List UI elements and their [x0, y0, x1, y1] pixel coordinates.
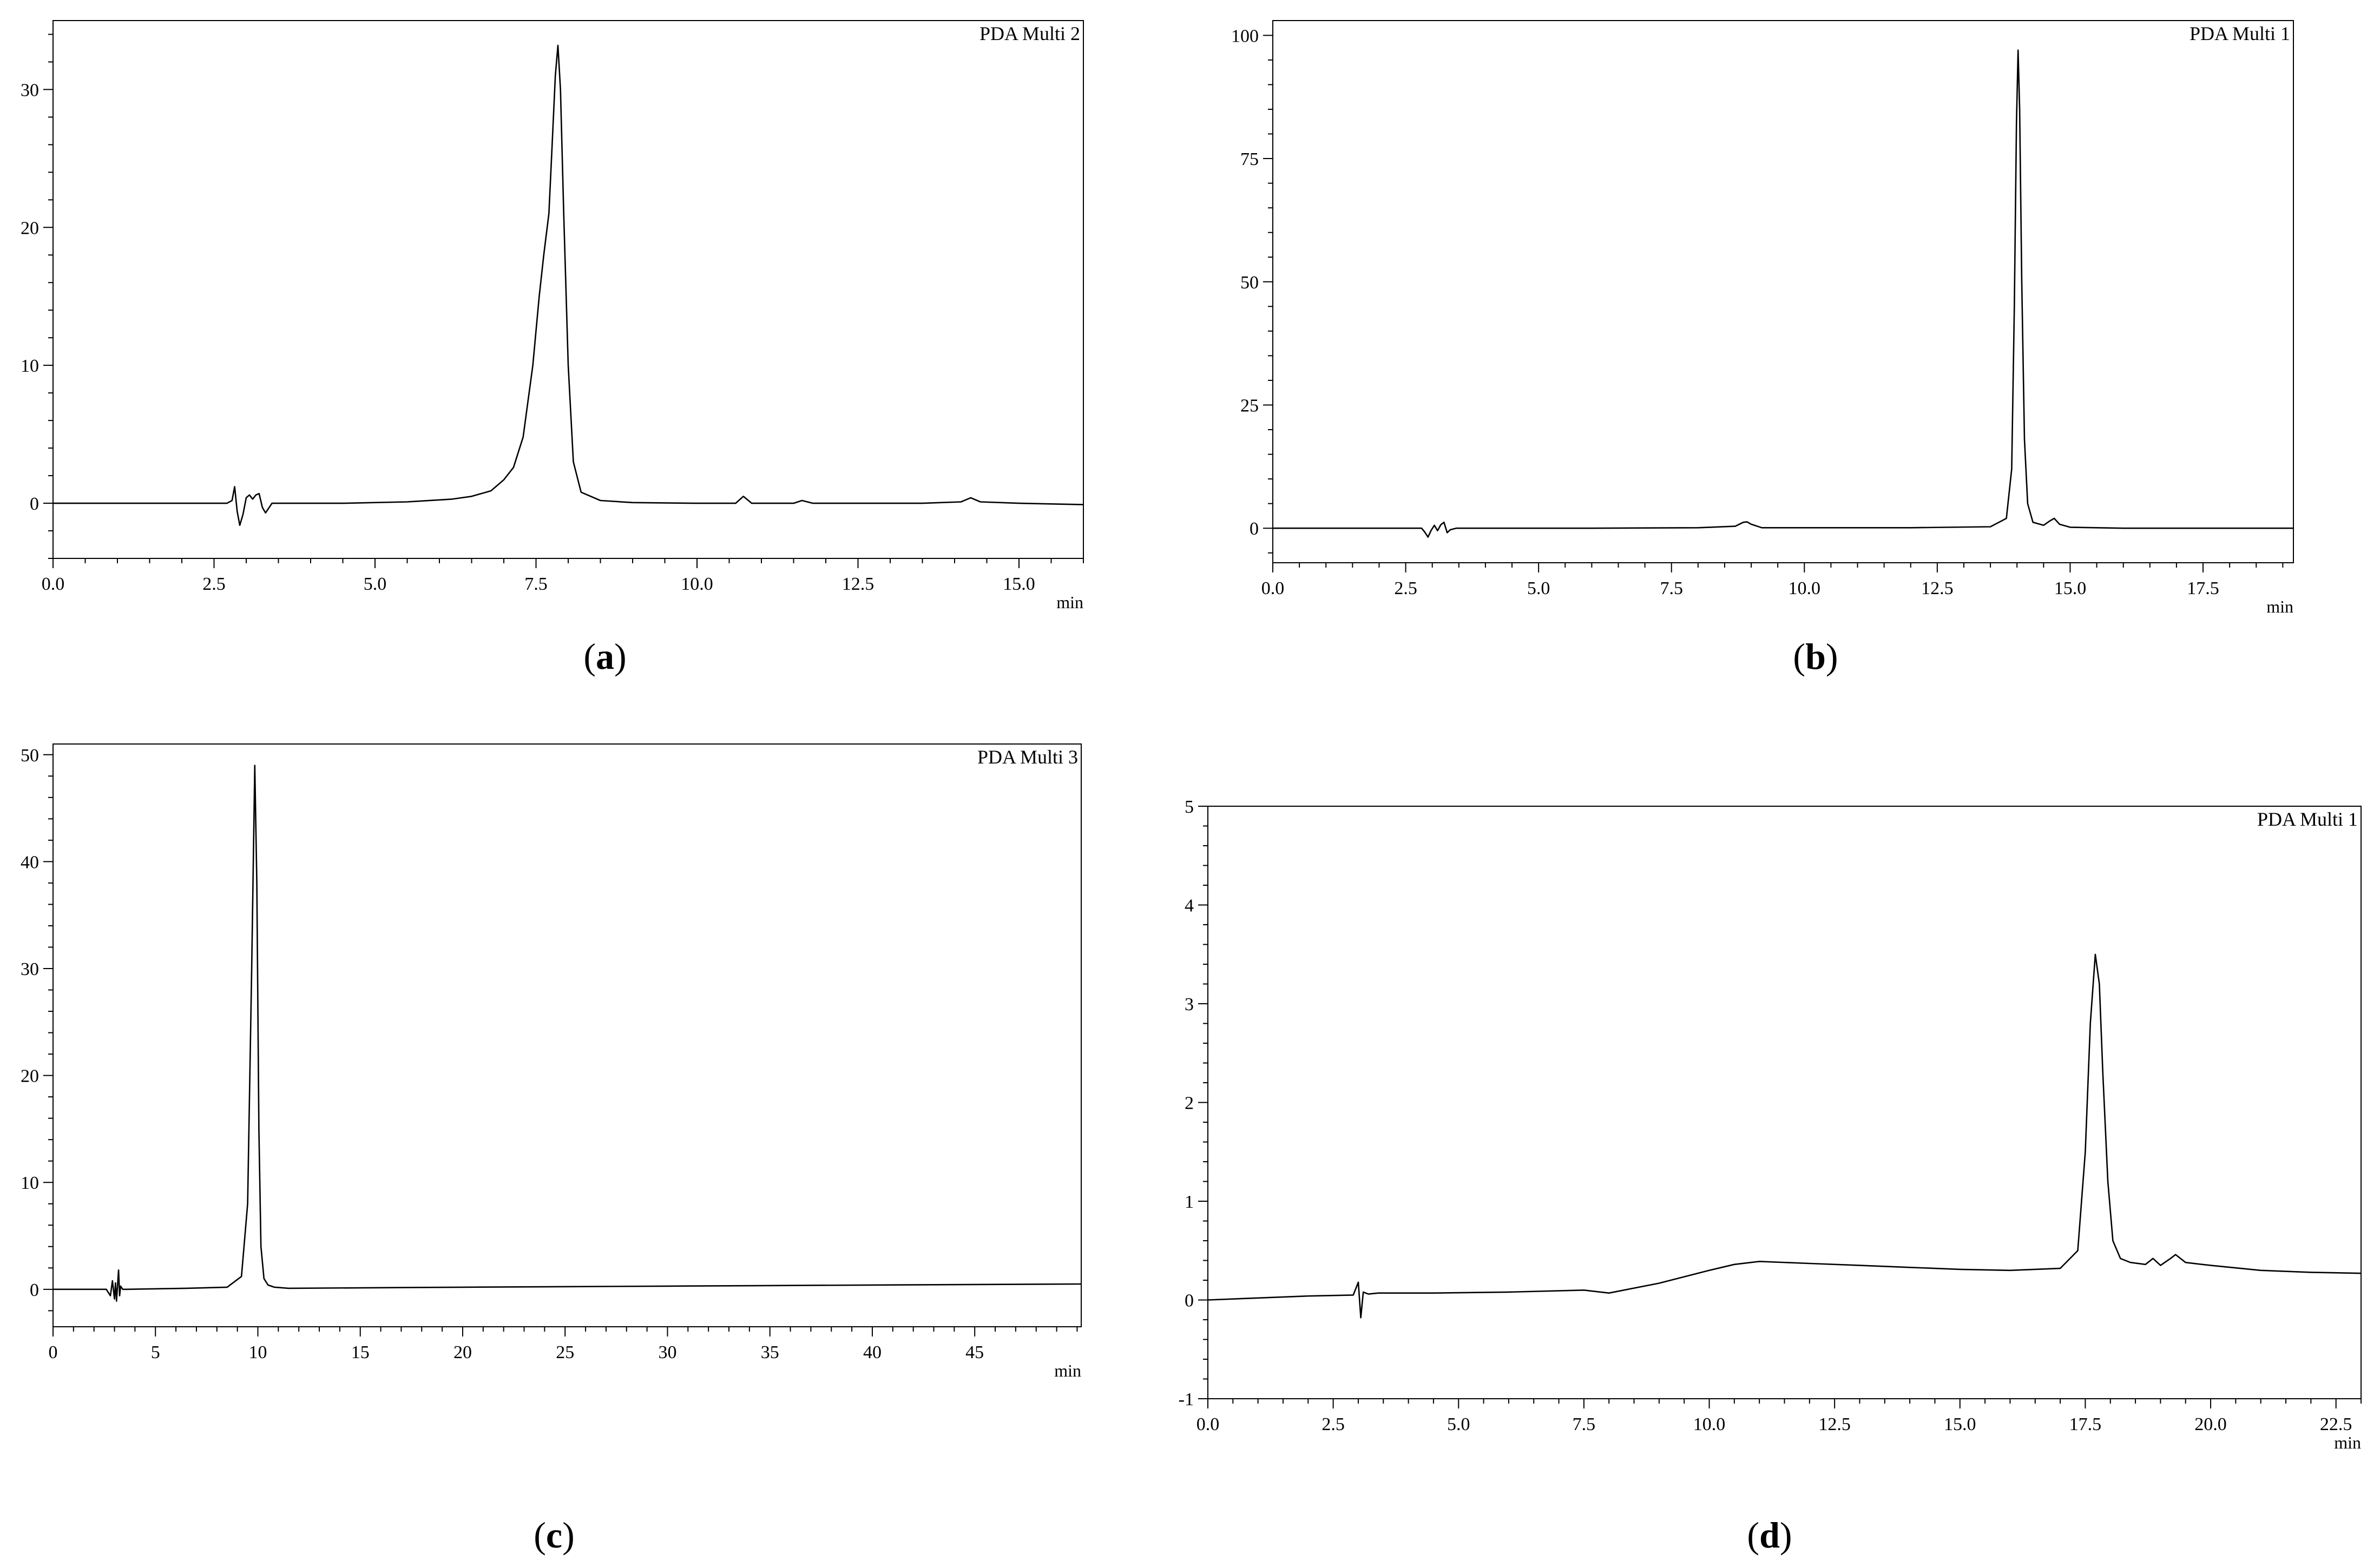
x-unit-label: min: [2266, 597, 2293, 616]
x-tick-label: 5.0: [364, 574, 387, 594]
x-tick-label: 12.5: [1818, 1414, 1851, 1434]
chromatogram-trace: [1273, 49, 2293, 538]
x-tick-label: 0.0: [1196, 1414, 1220, 1434]
x-tick-label: 0.0: [42, 574, 65, 594]
plot-frame: [1207, 806, 2362, 1399]
x-tick-label: 17.5: [2069, 1414, 2102, 1434]
y-tick-label: 5: [1185, 797, 1194, 817]
plot-frame: [52, 20, 1084, 559]
x-tick-label: 10.0: [681, 574, 713, 594]
x-tick-label: 0: [49, 1342, 58, 1362]
y-tick-label: 0: [1185, 1291, 1194, 1311]
x-tick-label: 45: [965, 1342, 984, 1362]
detector-label: PDA Multi 1: [2257, 808, 2358, 830]
x-tick-label: 12.5: [842, 574, 875, 594]
x-tick-label: 2.5: [202, 574, 226, 594]
y-tick-label: -1: [1179, 1390, 1194, 1410]
x-tick-label: 20: [453, 1342, 472, 1362]
detector-label: PDA Multi 2: [979, 23, 1080, 44]
chart-panel-c: 0 5 10 15 20 25 30 35 40 45 0 10 20 30 40 50 min PDA Mult…: [21, 743, 1082, 1556]
x-tick-label: 12.5: [1921, 578, 1954, 598]
x-tick-label: 5.0: [1447, 1414, 1470, 1434]
x-tick-label: 15: [351, 1342, 370, 1362]
y-tick-label: 100: [1231, 26, 1259, 46]
y-tick-label: 25: [1240, 396, 1259, 416]
x-tick-label: 10.0: [1693, 1414, 1726, 1434]
x-tick-label: 15.0: [1944, 1414, 1976, 1434]
y-tick-label: 40: [21, 852, 39, 872]
y-tick-label: 30: [21, 80, 39, 100]
y-tick-label: 4: [1185, 896, 1194, 916]
y-tick-label: 0: [30, 1280, 39, 1300]
y-tick-label: 20: [21, 218, 39, 238]
x-tick-label: 35: [761, 1342, 779, 1362]
x-tick-label: 0.0: [1261, 578, 1285, 598]
chart-panel-b: 0.0 2.5 5.0 7.5 10.0 12.5 15.0 17.5 0 25 50 75 100 mi…: [1231, 20, 2294, 677]
x-tick-label: 25: [556, 1342, 574, 1362]
plot-frame: [1272, 20, 2294, 563]
detector-label: PDA Multi 1: [2190, 23, 2290, 44]
x-tick-label: 10.0: [1789, 578, 1821, 598]
x-tick-label: 5: [151, 1342, 160, 1362]
chart-panel-a: 0.0 2.5 5.0 7.5 10.0 12.5 15.0 0 10 20 30 min PDA Mu…: [21, 20, 1084, 677]
chromatogram-trace: [1207, 953, 2362, 1319]
y-tick-label: 3: [1185, 995, 1194, 1015]
panel-caption: (d): [1747, 1515, 1792, 1556]
x-tick-label: 20.0: [2194, 1414, 2227, 1434]
x-tick-label: 7.5: [1660, 578, 1683, 598]
x-tick-label: 2.5: [1394, 578, 1417, 598]
y-tick-label: 2: [1185, 1094, 1194, 1114]
y-tick-label: 0: [1250, 519, 1259, 539]
y-tick-label: 10: [21, 356, 39, 376]
y-tick-label: 75: [1240, 149, 1259, 169]
x-tick-label: 40: [863, 1342, 882, 1362]
x-unit-label: min: [1056, 592, 1083, 612]
chromatogram-trace: [53, 765, 1082, 1302]
y-tick-label: 20: [21, 1066, 39, 1087]
x-tick-label: 7.5: [524, 574, 548, 594]
x-tick-label: 7.5: [1573, 1414, 1596, 1434]
x-tick-label: 22.5: [2320, 1414, 2352, 1434]
y-tick-label: 50: [1240, 273, 1259, 293]
chart-panel-d: 0.0 2.5 5.0 7.5 10.0 12.5 15.0 17.5 20.0 22.5 -1 0 1…: [1179, 797, 2362, 1556]
y-tick-label: 30: [21, 959, 39, 979]
y-tick-label: 1: [1185, 1192, 1194, 1212]
detector-label: PDA Multi 3: [977, 746, 1078, 768]
x-tick-label: 2.5: [1322, 1414, 1345, 1434]
chromatogram-trace: [53, 44, 1084, 526]
panel-caption: (b): [1793, 636, 1838, 677]
x-tick-label: 15.0: [1003, 574, 1035, 594]
y-tick-label: 10: [21, 1173, 39, 1193]
plot-frame: [52, 743, 1082, 1327]
x-unit-label: min: [1054, 1361, 1081, 1380]
x-tick-label: 17.5: [2187, 578, 2219, 598]
panel-caption: (a): [583, 636, 626, 677]
y-tick-label: 0: [30, 494, 39, 514]
panel-caption: (c): [534, 1515, 575, 1556]
y-tick-label: 50: [21, 746, 39, 766]
x-tick-label: 15.0: [2054, 578, 2087, 598]
x-tick-label: 5.0: [1527, 578, 1550, 598]
x-tick-label: 30: [658, 1342, 676, 1362]
x-unit-label: min: [2334, 1433, 2361, 1452]
x-tick-label: 10: [248, 1342, 267, 1362]
